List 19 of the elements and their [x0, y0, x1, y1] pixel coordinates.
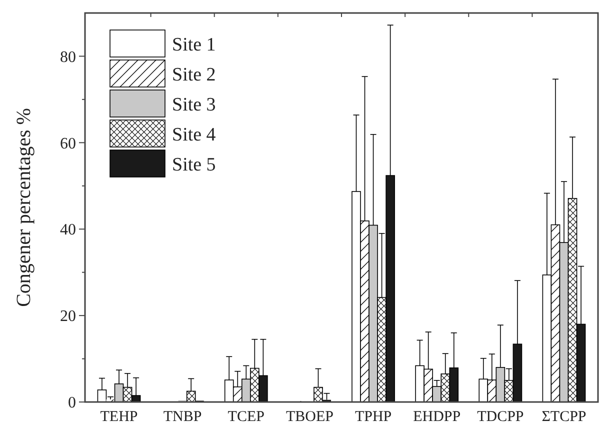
y-tick-label: 80 [60, 48, 76, 66]
legend-label: Site 4 [172, 124, 216, 146]
y-tick-label: 40 [60, 222, 76, 239]
x-tick-label: TBOEP [286, 409, 334, 425]
x-tick-label: EHDPP [413, 409, 461, 425]
y-tick-label: 20 [60, 308, 76, 326]
y-tick-label: 60 [60, 135, 76, 152]
y-tick-label: 0 [68, 394, 76, 412]
x-tick-label: TEHP [100, 409, 138, 425]
x-tick-label: TCEP [228, 409, 264, 425]
legend-label: Site 1 [172, 34, 216, 56]
x-tick-label: TPHP [354, 409, 392, 425]
x-tick-label: ΣTCPP [542, 409, 586, 425]
legend-label: Site 2 [172, 64, 216, 86]
y-axis-title: Congener percentages % [13, 108, 35, 307]
x-tick-label: TNBP [163, 409, 202, 425]
legend-label: Site 5 [172, 154, 216, 176]
legend-label: Site 3 [172, 94, 216, 116]
x-tick-label: TDCPP [477, 409, 524, 425]
